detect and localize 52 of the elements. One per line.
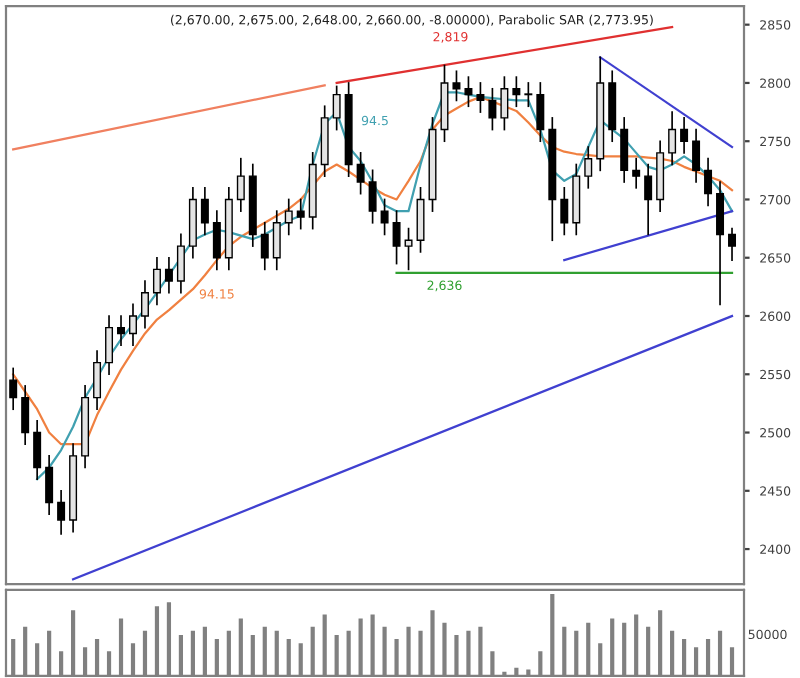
candlestick bbox=[644, 163, 653, 236]
candlestick bbox=[608, 70, 617, 143]
candlestick bbox=[620, 117, 629, 183]
candlestick bbox=[284, 198, 293, 236]
candlestick bbox=[320, 105, 329, 178]
candlestick bbox=[716, 181, 725, 306]
candlestick bbox=[188, 186, 197, 259]
candlestick bbox=[572, 163, 581, 236]
candlestick bbox=[476, 82, 485, 113]
candlestick bbox=[704, 157, 713, 207]
candlestick bbox=[356, 152, 365, 195]
candlestick bbox=[140, 280, 149, 329]
candlestick bbox=[200, 186, 209, 236]
candlestick bbox=[464, 76, 473, 108]
candlestick bbox=[105, 315, 114, 376]
candlestick bbox=[21, 385, 30, 446]
candlestick bbox=[656, 140, 665, 212]
candlestick bbox=[488, 87, 497, 131]
candlestick bbox=[164, 256, 173, 294]
candlestick bbox=[152, 256, 161, 306]
candlestick bbox=[93, 350, 102, 411]
candlestick bbox=[500, 76, 509, 131]
candlestick bbox=[296, 198, 305, 230]
candlestick bbox=[584, 146, 593, 189]
candlestick bbox=[117, 315, 126, 346]
candlestick bbox=[524, 82, 533, 108]
candlestick bbox=[512, 76, 521, 108]
candlestick bbox=[272, 210, 281, 271]
candlestick bbox=[632, 157, 641, 189]
candlestick bbox=[692, 128, 701, 183]
candlestick bbox=[57, 489, 66, 535]
candlestick bbox=[536, 82, 545, 143]
candlestick bbox=[440, 64, 449, 143]
candlestick bbox=[560, 186, 569, 236]
candlestick bbox=[392, 210, 401, 265]
candlestick bbox=[728, 227, 737, 261]
candlestick bbox=[680, 117, 689, 154]
candlestick bbox=[416, 186, 425, 253]
candlestick bbox=[380, 198, 389, 236]
candlestick bbox=[9, 367, 18, 411]
candlestick bbox=[452, 70, 461, 102]
candlestick bbox=[176, 233, 185, 294]
candlestick bbox=[212, 210, 221, 271]
candlestick bbox=[668, 111, 677, 166]
candlestick bbox=[368, 169, 377, 224]
candlestick bbox=[129, 303, 137, 346]
candlestick bbox=[236, 157, 245, 212]
candlestick bbox=[45, 455, 54, 515]
candlestick bbox=[332, 85, 341, 131]
candlestick bbox=[33, 420, 42, 480]
candlestick bbox=[260, 221, 269, 271]
candlestick bbox=[404, 227, 413, 271]
